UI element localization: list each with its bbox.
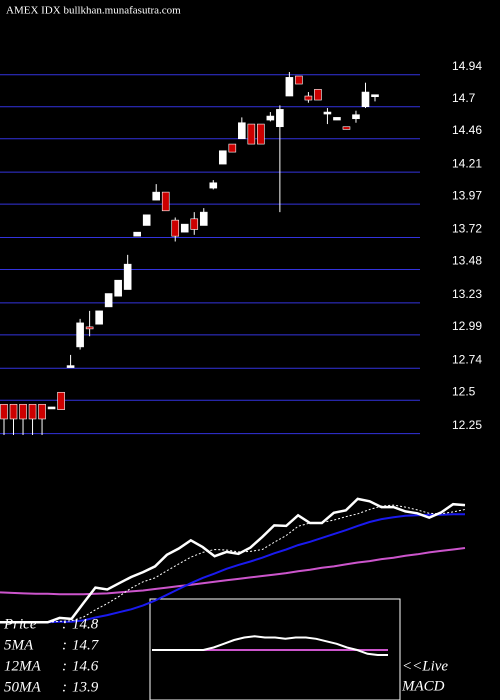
candle-body [333, 117, 341, 121]
legend-name: 50MA [4, 679, 41, 695]
macd-label: MACD [401, 678, 445, 694]
candle-body [314, 89, 322, 101]
candle-body [371, 94, 379, 98]
candle-body [38, 403, 46, 420]
candle-body [190, 218, 199, 230]
y-tick-label: 14.94 [452, 59, 482, 73]
candle-body [0, 403, 8, 420]
legend-sep: : [62, 637, 67, 653]
candle-body [57, 391, 65, 410]
candle-body [276, 109, 284, 128]
candle-body [266, 115, 275, 121]
legend-value: 14.7 [72, 637, 100, 653]
candle-body [199, 211, 208, 226]
candle-body [152, 191, 161, 201]
candle-body [133, 231, 141, 237]
y-tick-label: 12.25 [452, 418, 482, 432]
candle-body [171, 219, 180, 237]
y-tick-label: 13.97 [452, 188, 482, 202]
candle-body [180, 223, 189, 233]
y-tick-label: 13.23 [452, 287, 482, 301]
candle-body [9, 403, 18, 420]
candle-body [95, 310, 103, 325]
y-tick-label: 13.48 [452, 254, 482, 268]
candle-body [104, 293, 113, 308]
y-tick-label: 14.46 [452, 123, 482, 137]
legend-name: 12MA [4, 658, 41, 674]
candle-body [257, 123, 265, 145]
candle-body [114, 279, 122, 297]
y-tick-label: 12.99 [452, 319, 482, 333]
candle-body [76, 322, 84, 348]
ma-line [0, 504, 466, 623]
ma-line [0, 513, 465, 624]
candle-body [247, 123, 256, 145]
macd-label: <<Live [402, 658, 448, 674]
price-line [0, 497, 466, 624]
legend-name: 5MA [4, 637, 34, 653]
candle-body [295, 75, 303, 85]
candle-body [238, 122, 246, 140]
ma-line [0, 547, 466, 596]
candle-body [47, 406, 56, 410]
candle-body [142, 214, 151, 226]
y-tick-label: 14.21 [452, 156, 482, 170]
y-tick-label: 13.72 [452, 222, 482, 236]
candle-body [123, 263, 132, 290]
candle-body [342, 126, 351, 130]
legend-sep: : [62, 679, 67, 695]
legend-name: Price [3, 616, 37, 632]
candle-body [161, 191, 170, 212]
candle-body [285, 77, 294, 97]
y-tick-label: 14.7 [452, 91, 476, 105]
candle-body [228, 143, 237, 153]
candle-body [304, 95, 313, 101]
candle-body [19, 403, 27, 420]
legend-sep: : [62, 616, 67, 632]
legend-sep: : [62, 658, 67, 674]
candle-body [28, 403, 37, 420]
legend-value: 14.8 [72, 616, 99, 632]
y-tick-label: 12.74 [452, 352, 482, 366]
candle-body [209, 182, 218, 189]
y-tick-label: 12.5 [452, 384, 476, 398]
chart-title: AMEX IDX bullkhan.munafasutra.com [6, 5, 181, 17]
candle-body [85, 326, 94, 330]
candle-body [323, 111, 332, 115]
legend-value: 14.6 [72, 658, 99, 674]
candle-body [218, 150, 227, 165]
macd-line [152, 635, 388, 656]
candle-body [66, 365, 75, 368]
legend-value: 13.9 [72, 679, 99, 695]
candle-body [352, 114, 360, 120]
candle-body [361, 91, 370, 108]
